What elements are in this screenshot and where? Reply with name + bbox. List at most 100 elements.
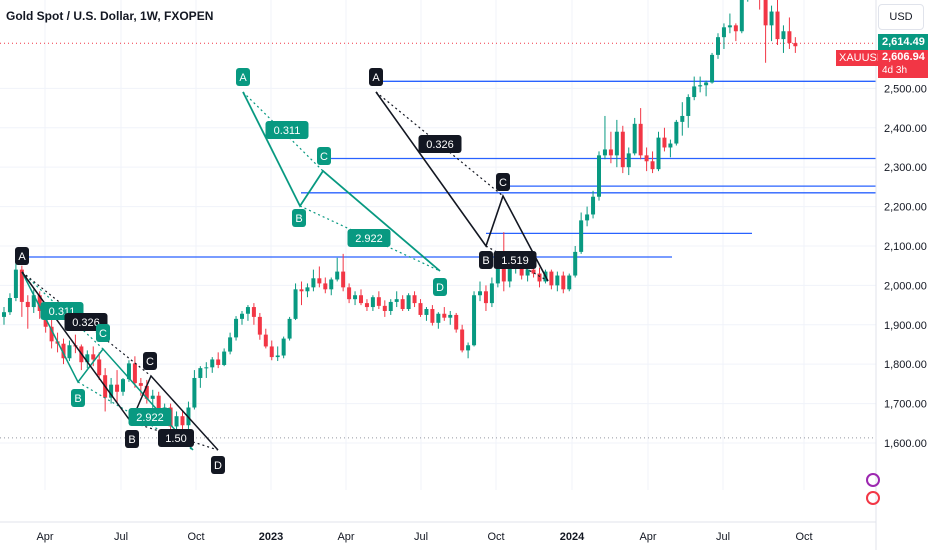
pattern-label-text: C xyxy=(320,151,328,163)
candle-body xyxy=(311,278,316,288)
candle-body xyxy=(109,384,114,398)
candle-body xyxy=(216,359,221,365)
pattern-label-box xyxy=(479,251,493,269)
candle-body xyxy=(489,283,494,304)
candle-body xyxy=(353,295,358,300)
candle-body xyxy=(668,143,673,148)
candle-body xyxy=(573,251,578,276)
candle-body xyxy=(567,275,572,290)
pattern-label-text: B xyxy=(295,213,302,225)
candle-body xyxy=(281,338,286,356)
pattern-label-text: 0.311 xyxy=(274,125,301,137)
pattern-line-green[interactable] xyxy=(299,205,441,272)
candle-body xyxy=(686,97,691,116)
candle-body xyxy=(454,314,459,330)
candle-body xyxy=(269,346,274,358)
candle-body xyxy=(721,27,726,38)
pattern-label-box xyxy=(493,251,537,269)
pattern-label-box xyxy=(15,247,29,265)
pattern-label-box xyxy=(317,147,331,165)
pattern-label-text: A xyxy=(18,251,26,263)
candle-body xyxy=(240,313,244,319)
candle-body xyxy=(144,385,149,399)
pattern-line-black[interactable] xyxy=(375,91,549,282)
candle-body xyxy=(31,295,36,308)
pattern-label-text: C xyxy=(146,356,154,368)
pattern-label-text: 2.922 xyxy=(136,412,164,424)
candle-body xyxy=(501,265,506,282)
pattern-label-text: C xyxy=(499,177,507,189)
candle-body xyxy=(602,149,607,156)
candle-body xyxy=(222,351,227,365)
horizontal-levels[interactable] xyxy=(20,80,876,258)
symbol-title[interactable]: Gold Spot / U.S. Dollar, 1W, FXOPEN xyxy=(6,9,214,23)
pattern-label-text: B xyxy=(74,393,81,405)
y-tick-label: 1,600.00 xyxy=(884,438,927,450)
calendar-icon[interactable] xyxy=(866,491,880,505)
candle-body xyxy=(644,155,649,162)
pattern-label-box xyxy=(418,135,462,153)
x-tick-label: Oct xyxy=(795,531,812,543)
candle-body xyxy=(174,416,179,427)
candle-body xyxy=(483,291,488,304)
candle-body xyxy=(704,82,709,86)
candle-body xyxy=(781,31,786,40)
candle-body xyxy=(67,345,72,359)
candle-body xyxy=(275,355,280,358)
y-tick-label: 2,200.00 xyxy=(884,202,927,214)
candle-body xyxy=(198,368,203,378)
pattern-label-box xyxy=(125,430,139,448)
candle-body xyxy=(591,196,596,215)
candle-body xyxy=(448,314,453,318)
currency-button[interactable]: USD xyxy=(878,4,924,30)
candle-body xyxy=(394,299,399,302)
candle-body xyxy=(257,316,262,335)
candle-body xyxy=(632,123,637,154)
pattern-label-box xyxy=(347,229,391,247)
countdown-value: 4d 3h xyxy=(882,65,908,76)
x-tick-label: Apr xyxy=(639,531,656,543)
pattern-label-text: B xyxy=(128,434,135,446)
candle-body xyxy=(478,291,482,296)
candle-body xyxy=(228,337,233,352)
candle-body xyxy=(442,313,447,318)
candle-body xyxy=(305,287,310,292)
pattern-label-text: B xyxy=(482,255,489,267)
candle-body xyxy=(763,0,768,26)
candle-body xyxy=(49,326,54,342)
x-tick-label: Jul xyxy=(716,531,730,543)
pattern-label-text: 0.326 xyxy=(72,317,100,329)
candle-body xyxy=(460,329,465,351)
pattern-label-box xyxy=(496,173,510,191)
x-tick-label: Jul xyxy=(414,531,428,543)
candle-body xyxy=(549,271,554,286)
candle-body xyxy=(525,269,530,276)
y-tick-label: 2,400.00 xyxy=(884,123,927,135)
candle-body xyxy=(555,275,560,286)
y-tick-label: 2,300.00 xyxy=(884,162,927,174)
candle-body xyxy=(61,343,66,359)
candle-body xyxy=(656,137,661,170)
x-tick-label: Apr xyxy=(337,531,354,543)
pattern-line-black[interactable] xyxy=(21,271,219,451)
pattern-line-green[interactable] xyxy=(242,91,441,272)
harmonic-patterns[interactable] xyxy=(21,91,549,451)
lightning-icon[interactable] xyxy=(866,473,880,487)
candle-body xyxy=(626,153,631,168)
y-tick-label: 1,700.00 xyxy=(884,399,927,411)
pattern-line-black[interactable] xyxy=(375,91,504,197)
close-price-badge: 2,606.94 4d 3h xyxy=(878,50,928,78)
candle-body xyxy=(650,161,655,170)
candle-body xyxy=(2,312,6,317)
candle-body xyxy=(597,155,601,197)
pattern-label-box xyxy=(236,68,250,86)
y-tick-label: 2,000.00 xyxy=(884,280,927,292)
candle-body xyxy=(91,354,96,360)
y-tick-label: 2,500.00 xyxy=(884,83,927,95)
pattern-label-box xyxy=(369,68,383,86)
candle-body xyxy=(132,363,137,384)
candle-body xyxy=(608,149,613,156)
